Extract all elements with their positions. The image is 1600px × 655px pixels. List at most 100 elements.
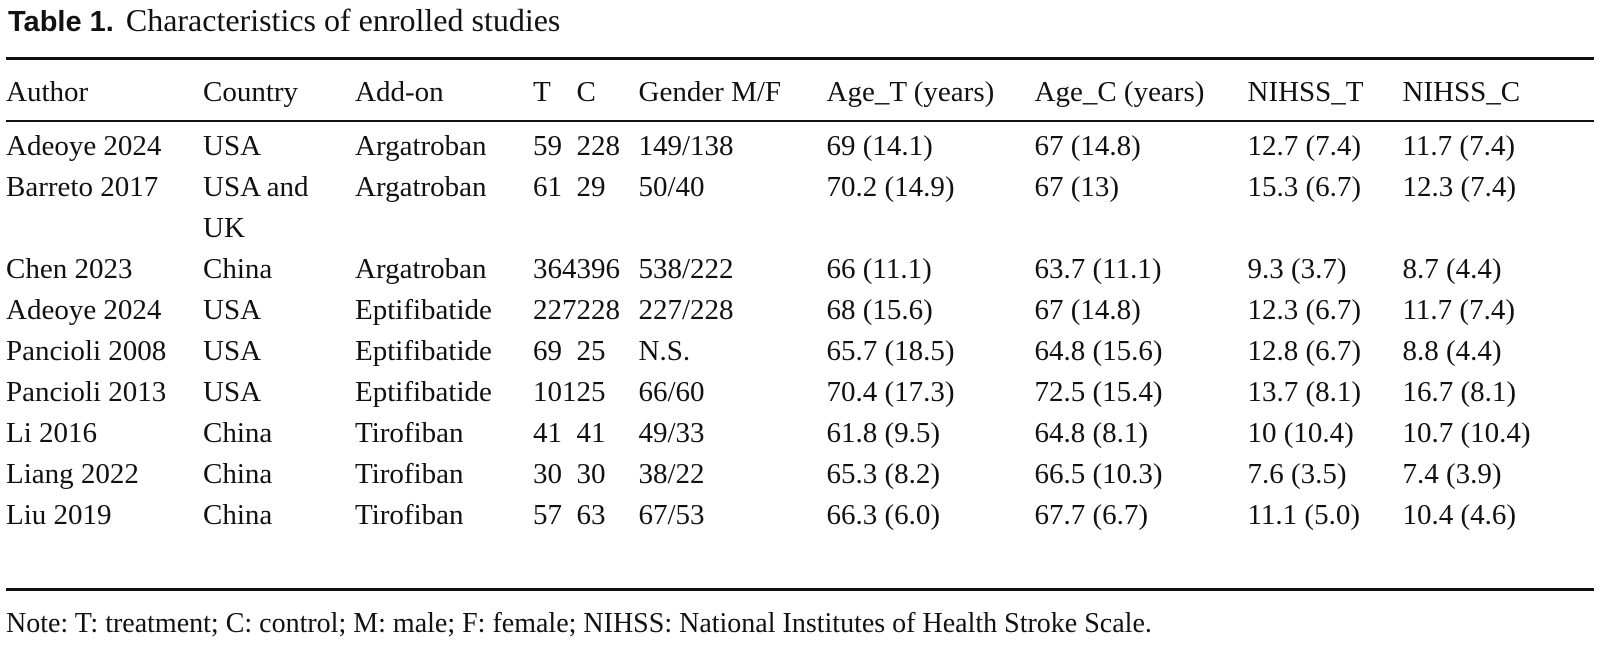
cell-t: 57	[533, 499, 562, 531]
cell-age-c: 64.8 (8.1)	[1034, 417, 1149, 449]
cell-gender: 538/222	[638, 253, 734, 285]
cell-age-t: 69 (14.1)	[826, 130, 933, 162]
cell-c: 396	[576, 253, 621, 285]
table-row: Adeoye 2024 USA Eptifibatide 227 228 227…	[6, 290, 1553, 331]
cell-nihss-c: 12.3 (7.4)	[1402, 171, 1517, 203]
cell-nihss-t: 13.7 (8.1)	[1247, 376, 1362, 408]
cell-author: Chen 2023	[6, 253, 133, 285]
cell-country: USA	[203, 130, 262, 162]
col-header-age-t: Age_T (years)	[826, 76, 995, 108]
cell-country: USA	[203, 335, 262, 367]
cell-country: China	[203, 458, 273, 490]
col-header-t: T	[533, 76, 551, 108]
cell-age-c: 67 (13)	[1034, 171, 1120, 203]
cell-t: 364	[533, 253, 577, 285]
cell-c: 25	[576, 335, 606, 367]
table-row: Chen 2023 China Argatroban 364 396 538/2…	[6, 249, 1553, 290]
cell-author: Barreto 2017	[6, 171, 159, 203]
cell-country: USA and UK	[203, 171, 309, 244]
table-row: Pancioli 2013 USA Eptifibatide 101 25 66…	[6, 372, 1553, 413]
cell-age-t: 68 (15.6)	[826, 294, 933, 326]
cell-nihss-t: 12.7 (7.4)	[1247, 130, 1362, 162]
cell-c: 30	[576, 458, 606, 490]
cell-age-t: 61.8 (9.5)	[826, 417, 941, 449]
cell-t: 30	[533, 458, 562, 490]
cell-nihss-c: 11.7 (7.4)	[1402, 130, 1516, 162]
col-header-nihss-c: NIHSS_C	[1402, 76, 1521, 108]
cell-nihss-t: 11.1 (5.0)	[1247, 499, 1361, 531]
cell-author: Li 2016	[6, 417, 98, 449]
cell-gender: 50/40	[638, 171, 705, 203]
col-header-age-c: Age_C (years)	[1034, 76, 1205, 108]
cell-c: 25	[576, 376, 606, 408]
cell-age-t: 65.3 (8.2)	[826, 458, 941, 490]
cell-author: Adeoye 2024	[6, 130, 162, 162]
cell-c: 29	[576, 171, 606, 203]
table-row: Liang 2022 China Tirofiban 30 30 38/22 6…	[6, 454, 1553, 495]
table-row: Barreto 2017 USA and UK Argatroban 61 29…	[6, 167, 1553, 249]
cell-author: Liu 2019	[6, 499, 112, 531]
col-header-add-on: Add-on	[355, 76, 444, 108]
cell-add-on: Argatroban	[355, 253, 487, 285]
cell-c: 63	[576, 499, 606, 531]
col-header-author: Author	[6, 76, 89, 108]
cell-age-t: 70.2 (14.9)	[826, 171, 955, 203]
cell-c: 228	[576, 294, 621, 326]
cell-age-t: 66.3 (6.0)	[826, 499, 941, 531]
cell-nihss-t: 12.3 (6.7)	[1247, 294, 1362, 326]
col-header-gender: Gender M/F	[638, 76, 782, 108]
cell-nihss-c: 16.7 (8.1)	[1402, 376, 1517, 408]
table-caption: Table 1. Characteristics of enrolled stud…	[8, 0, 560, 40]
cell-country: China	[203, 417, 273, 449]
cell-age-c: 64.8 (15.6)	[1034, 335, 1163, 367]
cell-t: 41	[533, 417, 562, 449]
cell-age-c: 67 (14.8)	[1034, 130, 1141, 162]
cell-nihss-c: 10.4 (4.6)	[1402, 499, 1517, 531]
cell-c: 41	[576, 417, 606, 449]
cell-age-c: 66.5 (10.3)	[1034, 458, 1163, 490]
cell-gender: 149/138	[638, 130, 734, 162]
cell-t: 227	[533, 294, 577, 326]
cell-author: Adeoye 2024	[6, 294, 162, 326]
cell-nihss-c: 7.4 (3.9)	[1402, 458, 1502, 490]
cell-c: 228	[576, 130, 621, 162]
cell-t: 59	[533, 130, 562, 162]
cell-add-on: Argatroban	[355, 130, 487, 162]
cell-add-on: Eptifibatide	[355, 294, 492, 326]
cell-t: 69	[533, 335, 562, 367]
studies-table: Author Country Add-on T C Gender M/F Age…	[6, 64, 1553, 539]
cell-age-t: 66 (11.1)	[826, 253, 932, 285]
cell-t: 61	[533, 171, 562, 203]
table-row: Adeoye 2024 USA Argatroban 59 228 149/13…	[6, 120, 1553, 167]
table-row: Pancioli 2008 USA Eptifibatide 69 25 N.S…	[6, 331, 1553, 372]
cell-gender: N.S.	[638, 335, 691, 367]
cell-age-t: 65.7 (18.5)	[826, 335, 955, 367]
col-header-country: Country	[203, 76, 299, 108]
top-rule	[6, 57, 1594, 60]
cell-nihss-t: 12.8 (6.7)	[1247, 335, 1362, 367]
cell-country: USA	[203, 376, 262, 408]
cell-age-t: 70.4 (17.3)	[826, 376, 955, 408]
cell-nihss-c: 8.7 (4.4)	[1402, 253, 1502, 285]
cell-nihss-t: 15.3 (6.7)	[1247, 171, 1362, 203]
table-note: Note: T: treatment; C: control; M: male;…	[6, 608, 1152, 639]
cell-age-c: 72.5 (15.4)	[1034, 376, 1163, 408]
cell-add-on: Eptifibatide	[355, 376, 492, 408]
cell-nihss-t: 9.3 (3.7)	[1247, 253, 1347, 285]
cell-gender: 67/53	[638, 499, 705, 531]
cell-nihss-t: 7.6 (3.5)	[1247, 458, 1347, 490]
header-row: Author Country Add-on T C Gender M/F Age…	[6, 64, 1553, 120]
cell-country: China	[203, 499, 273, 531]
table-label: Table 1.	[8, 6, 114, 38]
cell-author: Liang 2022	[6, 458, 139, 490]
cell-add-on: Argatroban	[355, 171, 487, 203]
cell-t: 101	[533, 376, 577, 408]
cell-author: Pancioli 2013	[6, 376, 167, 408]
table-row: Li 2016 China Tirofiban 41 41 49/33 61.8…	[6, 413, 1553, 454]
table-title: Characteristics of enrolled studies	[125, 2, 561, 38]
cell-nihss-c: 11.7 (7.4)	[1402, 294, 1516, 326]
cell-age-c: 67 (14.8)	[1034, 294, 1141, 326]
header-rule	[6, 120, 1594, 122]
cell-nihss-t: 10 (10.4)	[1247, 417, 1354, 449]
cell-age-c: 63.7 (11.1)	[1034, 253, 1162, 285]
